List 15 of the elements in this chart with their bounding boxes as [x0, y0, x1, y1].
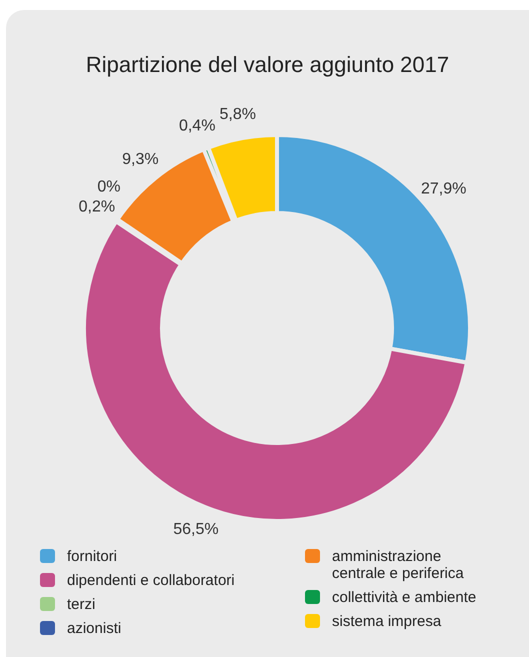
data-label: 9,3% [122, 150, 159, 168]
legend-label: collettività e ambiente [332, 589, 478, 606]
legend-label: sistema impresa [332, 613, 442, 630]
chart-title: Ripartizione del valore aggiunto 2017 [84, 52, 450, 78]
legend-label: azionisti [67, 620, 122, 637]
data-label: 27,9% [420, 180, 466, 198]
data-label: 56,5% [173, 520, 219, 538]
data-label: 5,8% [219, 106, 256, 124]
legend-label: terzi [67, 596, 96, 613]
legend-label: dipendenti e collaboratori [67, 572, 236, 589]
data-label: 0,2% [78, 198, 116, 216]
legend-label: fornitori [67, 548, 118, 565]
text: 0% [97, 178, 120, 196]
legend-label: amministrazione centrale e periferica [332, 548, 465, 582]
data-label: 0,4% [178, 118, 216, 135]
